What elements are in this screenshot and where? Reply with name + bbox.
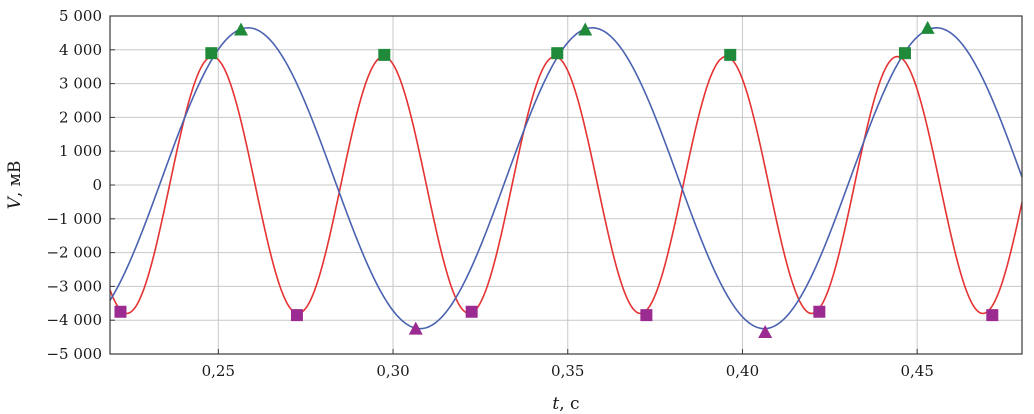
x-axis-label: t, с — [552, 394, 579, 414]
y-tick-label: −4 000 — [46, 311, 102, 329]
series-line-2 — [109, 27, 1023, 330]
square-marker — [640, 309, 653, 322]
triangle-marker — [234, 22, 249, 36]
x-axis-ticks: 0,25 0,30 0,35 0,40 0,45 — [202, 349, 934, 380]
y-tick-label: −2 000 — [46, 244, 102, 262]
y-axis-ticks: 5 000 4 000 3 000 2 000 1 000 0 −1 000 −2 000 −3… — [46, 7, 115, 363]
y-tick-label: −1 000 — [46, 210, 102, 228]
y-tick-label: 3 000 — [59, 75, 102, 93]
x-tick-label: 0,25 — [202, 362, 235, 380]
square-marker — [465, 305, 478, 318]
plot-frame — [109, 15, 1023, 355]
x-axis-unit: , с — [559, 394, 579, 414]
square-marker — [114, 305, 127, 318]
square-marker — [724, 48, 737, 61]
y-axis-variable: V — [5, 195, 25, 209]
triangle-marker — [578, 22, 593, 36]
square-marker — [813, 305, 826, 318]
triangle-marker — [758, 325, 773, 339]
x-tick-label: 0,35 — [551, 362, 584, 380]
x-tick-label: 0,40 — [726, 362, 759, 380]
series-lines — [109, 27, 1023, 330]
x-axis-variable: t — [552, 394, 559, 414]
x-tick-label: 0,30 — [376, 362, 409, 380]
square-marker — [986, 309, 999, 322]
y-tick-label: 1 000 — [59, 142, 102, 160]
square-marker — [551, 47, 564, 60]
series-line-1 — [109, 55, 1023, 315]
square-marker — [898, 47, 911, 60]
square-marker — [290, 309, 303, 322]
triangle-marker — [920, 20, 935, 34]
x-tick-label: 0,45 — [900, 362, 933, 380]
y-tick-label: −3 000 — [46, 277, 102, 295]
y-tick-label: 0 — [92, 176, 102, 194]
square-marker — [378, 48, 391, 61]
y-axis-unit: , мВ — [5, 161, 25, 198]
series-markers — [114, 20, 999, 339]
y-tick-label: 2 000 — [59, 108, 102, 126]
y-tick-label: 5 000 — [59, 7, 102, 25]
y-axis-label: V, мВ — [5, 161, 25, 210]
triangle-marker — [408, 321, 423, 335]
y-tick-label: 4 000 — [59, 41, 102, 59]
square-marker — [205, 47, 218, 60]
y-tick-label: −5 000 — [46, 345, 102, 363]
